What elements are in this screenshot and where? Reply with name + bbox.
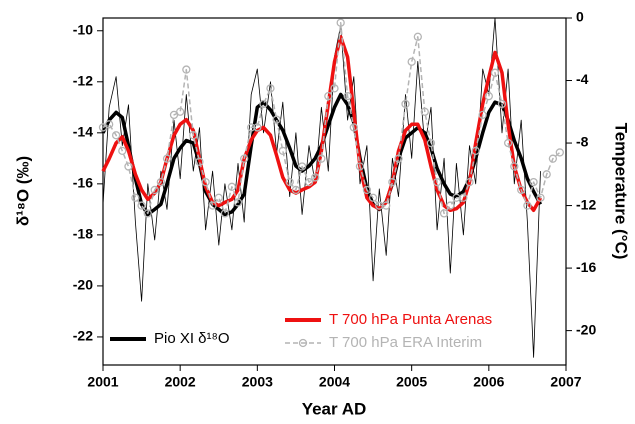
series-marker	[413, 32, 422, 41]
y2-tick-label: -4	[576, 71, 589, 87]
series-marker	[137, 201, 146, 210]
y-tick-label: -16	[73, 175, 93, 191]
series-marker	[233, 198, 243, 207]
y2-tick-label: -12	[576, 196, 596, 212]
series-marker	[459, 193, 468, 202]
series-marker	[259, 99, 268, 109]
x-tick-label: 2007	[550, 374, 581, 390]
y-tick-label: -14	[73, 124, 93, 140]
series-marker	[156, 177, 166, 187]
series-marker	[394, 154, 403, 163]
series-marker	[118, 146, 127, 156]
series-marker	[278, 146, 287, 156]
series-marker	[548, 154, 558, 163]
series-marker	[182, 65, 191, 74]
y2-tick-label: -16	[576, 259, 596, 275]
series-line	[102, 21, 561, 215]
series-marker	[432, 177, 442, 187]
series-marker	[220, 209, 230, 218]
series-marker	[401, 99, 410, 109]
x-tick-label: 2003	[242, 374, 273, 390]
y2-axis-label: Temperature (°C)	[612, 123, 631, 260]
legend-label: T 700 hPa Punta Arenas	[329, 311, 492, 328]
y2-tick-label: -20	[576, 321, 596, 337]
series-marker	[490, 68, 500, 77]
series-marker	[407, 57, 416, 66]
legend-marker	[298, 338, 308, 348]
series-marker	[324, 92, 333, 101]
series-marker	[478, 110, 487, 120]
series-marker	[529, 177, 538, 187]
series-marker	[439, 209, 449, 218]
x-tick-label: 2006	[473, 374, 504, 390]
series-line	[102, 17, 541, 358]
series-marker	[420, 107, 429, 116]
series-marker	[542, 170, 551, 179]
series-marker	[247, 123, 256, 132]
x-tick-label: 2002	[165, 374, 196, 390]
series-marker	[555, 148, 564, 157]
series-marker	[195, 157, 204, 166]
x-axis-label: Year AD	[302, 399, 367, 418]
series-marker	[285, 177, 294, 187]
x-tick-label: 2005	[396, 374, 427, 390]
series-marker	[253, 123, 262, 132]
x-tick-label: 2001	[87, 374, 118, 390]
series-marker	[150, 185, 159, 195]
series-marker	[201, 177, 210, 187]
series-marker	[503, 138, 513, 148]
series-marker	[105, 120, 114, 129]
y-tick-label: -12	[73, 72, 93, 88]
series-marker	[426, 138, 436, 148]
series-marker	[297, 162, 307, 171]
legend-label: Pio XI δ¹⁸O	[154, 330, 230, 347]
series-marker	[304, 177, 314, 187]
series-marker	[517, 185, 526, 195]
series-marker	[240, 154, 249, 163]
series-marker	[189, 131, 198, 140]
series-marker	[111, 131, 121, 140]
y-tick-label: -10	[73, 21, 93, 37]
y2-tick-label: 0	[576, 9, 584, 25]
series-marker	[227, 182, 237, 191]
series-marker	[336, 18, 345, 27]
series-marker	[536, 193, 545, 202]
series-marker	[291, 185, 301, 195]
series-marker	[382, 201, 391, 210]
series-marker	[362, 185, 372, 195]
legend-label: T 700 hPa ERA Interim	[329, 334, 482, 351]
y2-tick-label: -8	[576, 134, 589, 150]
series-marker	[162, 154, 172, 163]
series-marker	[131, 193, 140, 202]
series-marker	[523, 201, 532, 210]
y-axis-label: δ¹⁸O (‰)	[13, 156, 32, 226]
x-tick-label: 2004	[319, 374, 350, 390]
series-marker	[208, 201, 217, 210]
series-marker	[349, 123, 358, 132]
y-tick-label: -22	[73, 328, 93, 344]
series-marker	[465, 177, 474, 187]
y-tick-label: -20	[73, 277, 93, 293]
y-tick-label: -18	[73, 226, 93, 242]
series-marker	[471, 146, 480, 156]
series-marker	[311, 173, 320, 182]
series-marker	[266, 84, 275, 93]
series-marker	[214, 193, 223, 202]
series-marker	[510, 162, 519, 171]
series-marker	[368, 193, 378, 202]
series-marker	[143, 209, 152, 218]
series-marker	[272, 115, 281, 124]
series-marker	[124, 162, 133, 171]
series-marker	[355, 162, 365, 171]
series-marker	[343, 92, 352, 101]
series-marker	[388, 177, 397, 187]
series-marker	[446, 201, 455, 210]
series-marker	[484, 92, 493, 101]
series-marker	[176, 107, 185, 116]
series-marker	[497, 99, 507, 109]
series-marker	[330, 84, 339, 93]
series-marker	[317, 154, 326, 163]
